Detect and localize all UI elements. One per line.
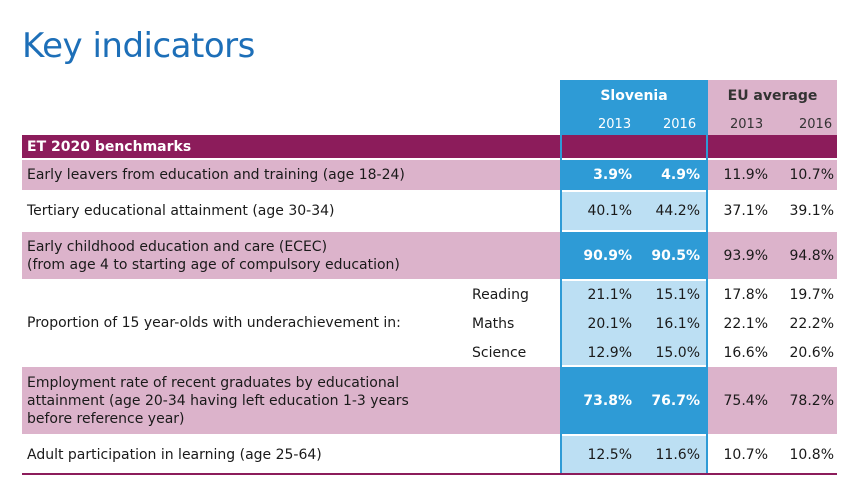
section-title: ET 2020 benchmarks (27, 138, 192, 155)
value-cell: 40.1% (587, 203, 632, 219)
eu-label: EU average (727, 88, 818, 104)
value-cell: 11.6% (655, 446, 700, 463)
value-cell: 17.8% (723, 287, 768, 303)
row-label: Proportion of 15 year-olds with underach… (27, 315, 401, 331)
row-label-line: before reference year) (27, 410, 185, 427)
value-cell: 16.6% (723, 344, 768, 361)
table-row: Early leavers from education and trainin… (22, 160, 837, 190)
value-cell: 22.1% (723, 315, 768, 332)
value-cell: 78.2% (789, 392, 834, 409)
value-cell: 15.1% (655, 287, 700, 303)
year-slovenia-2013: 2013 (598, 117, 632, 132)
value-cell: 20.6% (789, 344, 834, 361)
value-cell: 93.9% (723, 247, 768, 264)
year-slovenia-2016: 2016 (663, 117, 697, 132)
row-label: Adult participation in learning (age 25-… (27, 446, 322, 463)
value-cell: 15.0% (655, 344, 700, 361)
eu-header: EU average 2013 2016 (708, 80, 837, 135)
slovenia-header: Slovenia 2013 2016 (562, 80, 706, 135)
row-label-line: attainment (age 20-34 having left educat… (27, 392, 409, 409)
row-label: Tertiary educational attainment (age 30-… (27, 203, 335, 219)
table-row: Adult participation in learning (age 25-… (22, 436, 837, 473)
subject-label: Reading (472, 287, 529, 303)
value-cell: 75.4% (723, 392, 768, 409)
subrow-maths: Maths 20.1% 16.1% 22.1% 22.2% (22, 309, 837, 338)
table-row: Tertiary educational attainment (age 30-… (22, 192, 837, 230)
table-row: Employment rate of recent graduates by e… (22, 367, 837, 434)
value-cell: 37.1% (723, 203, 768, 219)
value-cell: 10.7% (789, 167, 834, 183)
slovenia-column-divider (560, 80, 562, 475)
page-title: Key indicators (22, 26, 255, 66)
year-eu-2016: 2016 (799, 117, 833, 132)
value-cell: 21.1% (587, 287, 632, 303)
subrow-science: Science 12.9% 15.0% 16.6% 20.6% (22, 338, 837, 367)
value-cell: 11.9% (723, 167, 768, 183)
value-cell: 94.8% (789, 247, 834, 264)
value-cell: 22.2% (789, 315, 834, 332)
value-cell: 73.8% (583, 392, 632, 409)
value-cell: 90.9% (583, 247, 632, 264)
table-row: Early childhood education and care (ECEC… (22, 232, 837, 279)
eu-column-divider (706, 80, 708, 475)
value-cell: 16.1% (655, 315, 700, 332)
value-cell: 90.5% (651, 247, 700, 264)
row-label-line: (from age 4 to starting age of compulsor… (27, 256, 400, 273)
row-label-line: Employment rate of recent graduates by e… (27, 374, 400, 391)
slovenia-label: Slovenia (600, 88, 668, 104)
value-cell: 76.7% (651, 392, 700, 409)
value-cell: 12.5% (587, 446, 632, 463)
value-cell: 39.1% (789, 203, 834, 219)
section-header: ET 2020 benchmarks (22, 135, 837, 158)
row-label: Early childhood education and care (ECEC… (27, 232, 400, 279)
value-cell: 10.8% (789, 446, 834, 463)
table-bottom-rule (22, 473, 837, 475)
value-cell: 3.9% (593, 167, 632, 183)
subject-label: Maths (472, 315, 515, 332)
row-label-line: Early childhood education and care (ECEC… (27, 238, 328, 255)
subrow-reading: Reading 21.1% 15.1% 17.8% 19.7% (22, 281, 837, 309)
row-label: Employment rate of recent graduates by e… (27, 367, 409, 434)
row-label: Early leavers from education and trainin… (27, 167, 405, 183)
value-cell: 10.7% (723, 446, 768, 463)
value-cell: 20.1% (587, 315, 632, 332)
value-cell: 44.2% (655, 203, 700, 219)
subject-label: Science (472, 344, 527, 361)
year-eu-2013: 2013 (730, 117, 764, 132)
value-cell: 12.9% (587, 344, 632, 361)
table-row: Proportion of 15 year-olds with underach… (22, 281, 837, 365)
value-cell: 4.9% (661, 167, 700, 183)
value-cell: 19.7% (789, 287, 834, 303)
